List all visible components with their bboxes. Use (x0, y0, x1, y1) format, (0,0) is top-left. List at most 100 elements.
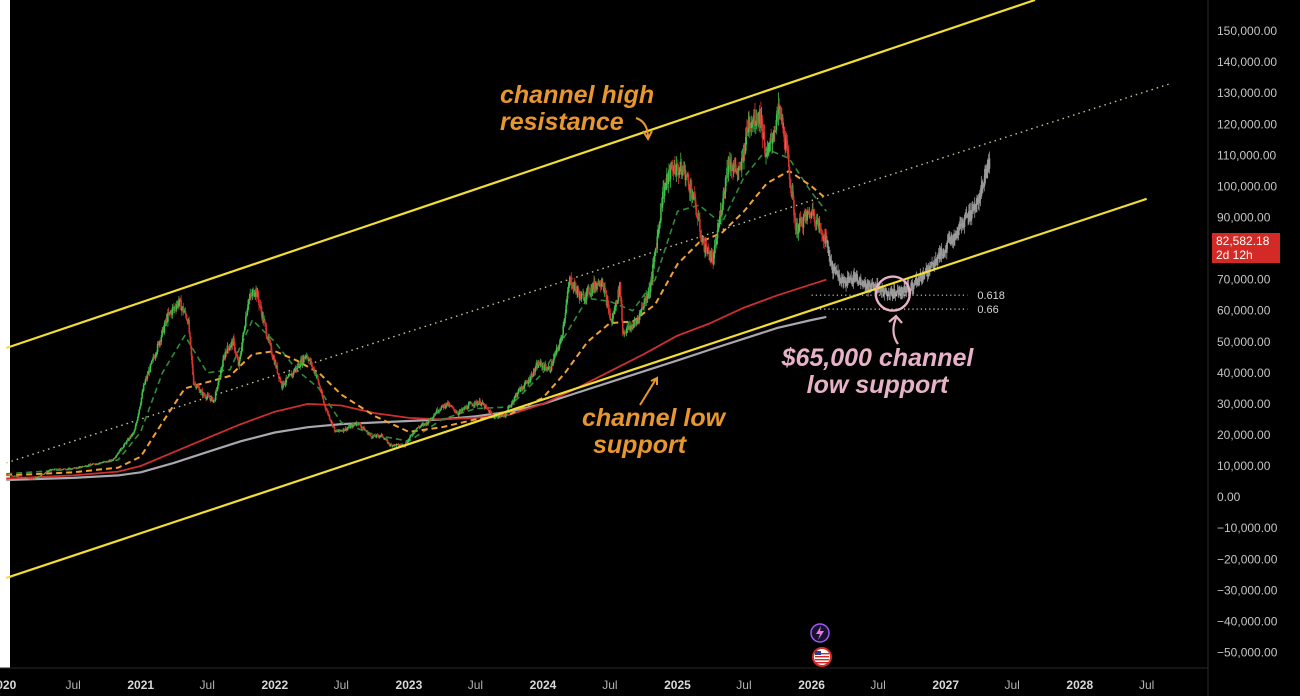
candle-body (725, 177, 728, 179)
support-label-line1: $65,000 channel (781, 344, 974, 372)
candle-body (617, 289, 620, 302)
candle-body (343, 428, 346, 431)
price-axis[interactable] (1208, 0, 1300, 696)
candle-body (523, 385, 526, 389)
candle-body (817, 217, 819, 227)
y-tick-label: −40,000.00 (1217, 614, 1278, 628)
x-tick-label: Jul (736, 678, 751, 692)
support-arrow-head (888, 314, 903, 324)
candle-body (763, 132, 766, 148)
candle-body (189, 332, 191, 337)
channel-low-label-line2: support (593, 431, 687, 459)
candle-body (269, 341, 271, 344)
projection-candle-body (963, 217, 966, 228)
candle-body (411, 434, 414, 436)
candle-body (359, 423, 362, 426)
candle-body (684, 164, 686, 181)
candle-body (347, 427, 350, 429)
candle-body (319, 389, 322, 392)
event-icons[interactable] (810, 623, 832, 667)
plot-area[interactable] (10, 0, 1208, 668)
candle-body (690, 184, 692, 189)
candle-body (208, 397, 211, 399)
candle-body (221, 367, 224, 370)
candle-body (278, 373, 280, 379)
candle-body (487, 409, 490, 411)
candle-body (500, 415, 503, 417)
lightning-badge-icon[interactable] (810, 623, 830, 643)
candle-body (131, 433, 134, 435)
candle-body (688, 181, 690, 190)
candle-body (525, 381, 528, 383)
candle-body (724, 178, 727, 192)
candle-body (538, 362, 540, 365)
candle-body (466, 406, 468, 409)
x-tick-label: 2028 (1066, 678, 1093, 692)
candle-body (388, 442, 390, 445)
candle-body (681, 169, 684, 176)
y-tick-label: 140,000.00 (1217, 55, 1277, 69)
us-flag-icon[interactable] (812, 647, 832, 667)
candle-body (665, 182, 667, 186)
candle-body (153, 356, 155, 358)
candle-body (298, 363, 301, 367)
candle-body (535, 365, 537, 370)
candle-body (471, 403, 473, 406)
candle-body (190, 345, 193, 357)
candle-body (186, 318, 188, 320)
candle-body (748, 120, 750, 128)
candle-body (642, 307, 645, 309)
candle-body (724, 191, 726, 194)
candle-body (596, 283, 598, 289)
candle-body (87, 465, 89, 467)
x-tick-label: 2022 (261, 678, 288, 692)
candle-body (778, 103, 781, 109)
candle-body (818, 225, 820, 227)
candle-body (530, 376, 532, 381)
candle-body (128, 437, 130, 441)
projection-candle-body (847, 276, 850, 278)
candle-body (143, 384, 146, 386)
candle-body (217, 385, 219, 390)
projection-candle-body (889, 294, 892, 296)
candle-body (133, 431, 135, 434)
candle-body (661, 198, 664, 208)
candle-body (328, 415, 331, 420)
projection-candle-body (978, 198, 981, 203)
x-tick-label: Jul (1005, 678, 1020, 692)
candle-body (296, 365, 299, 370)
candle-body (549, 370, 552, 372)
candle-body (253, 290, 255, 297)
candle-body (449, 404, 451, 406)
channel-high-arrow-head (642, 130, 653, 142)
projection-candle-body (874, 284, 877, 286)
projection-candle-body (898, 289, 900, 295)
candle-body (625, 329, 628, 334)
candle-body (813, 212, 816, 222)
projection-candle-body (891, 289, 894, 297)
candle-body (774, 131, 776, 133)
candle-body (744, 144, 747, 154)
candle-body (619, 282, 622, 298)
candle-body (26, 477, 28, 479)
candle-body (217, 379, 220, 386)
candle-body (554, 353, 556, 357)
projection-candle-body (971, 207, 974, 210)
candle-body (552, 358, 555, 364)
candle-body (178, 301, 180, 306)
candle-body (547, 367, 550, 370)
time-axis[interactable] (0, 668, 1208, 696)
projection-candle-body (923, 273, 925, 280)
projection-candle-body (877, 288, 880, 293)
candle-body (239, 356, 241, 362)
candle-body (447, 402, 450, 406)
candle-body (785, 138, 787, 149)
candle-body (214, 391, 217, 400)
candle-body (436, 409, 439, 413)
projection-candle-body (831, 261, 834, 270)
candle-body (331, 422, 334, 427)
candle-body (273, 358, 276, 365)
candle-body (613, 307, 616, 315)
candle-body (589, 293, 592, 295)
